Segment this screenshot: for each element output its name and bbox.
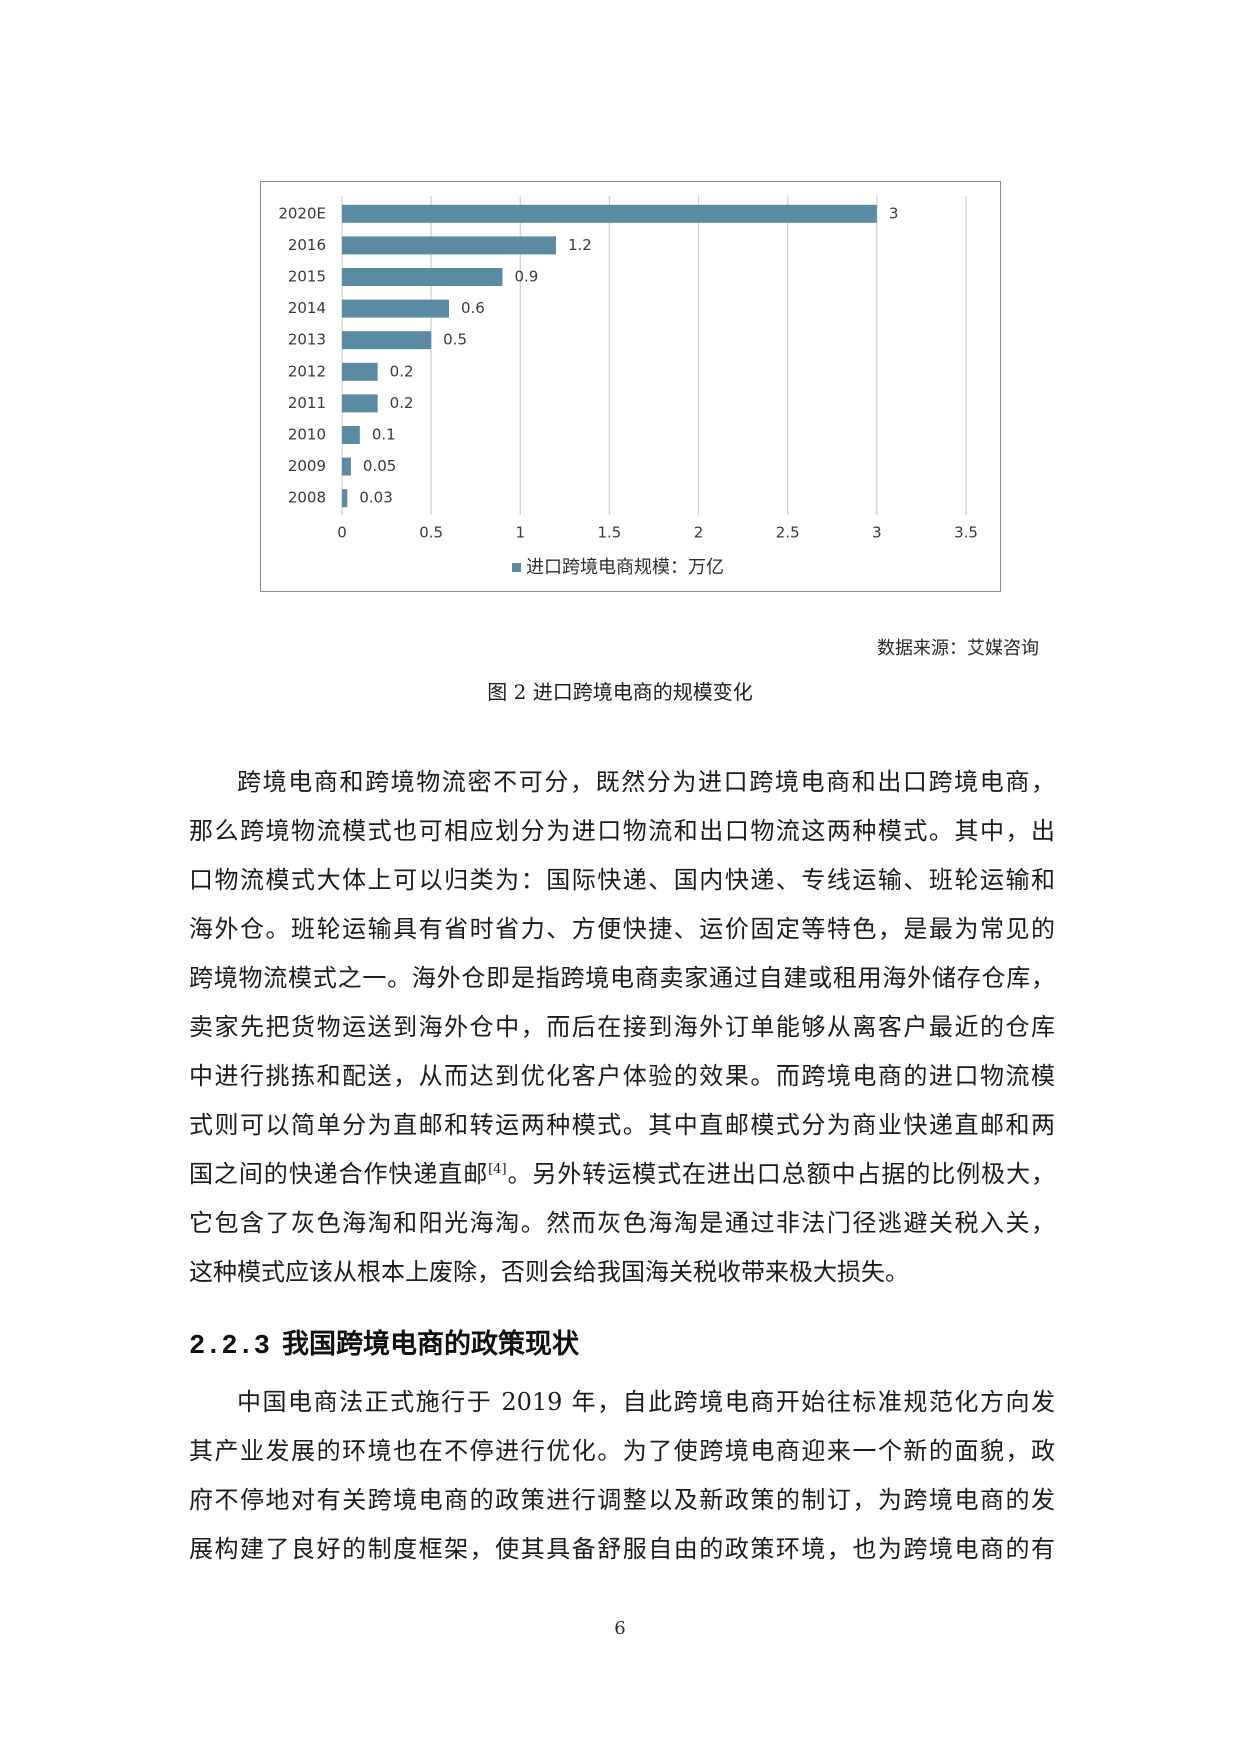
text-line: 跨境电商和跨境物流密不可分，既然分为进口跨境电商和出口跨境电商， <box>237 768 1055 796</box>
text-line: 中进行挑拣和配送，从而达到优化客户体验的效果。而跨境电商的进口物流模 <box>189 1062 1055 1090</box>
bar <box>342 457 351 476</box>
bar <box>342 236 556 255</box>
text-line: 口物流模式大体上可以归类为：国际快递、国内快递、专线运输、班轮运输和 <box>189 866 1055 894</box>
figure-caption: 图 2 进口跨境电商的规模变化 <box>487 680 753 704</box>
bar <box>342 362 378 381</box>
category-label: 2014 <box>288 299 326 317</box>
text-line: 它包含了灰色海淘和阳光海淘。然而灰色海淘是通过非法门径逃避关税入关， <box>189 1209 1055 1237</box>
category-label: 2016 <box>288 236 326 254</box>
category-label: 2011 <box>288 394 326 412</box>
x-tick-label: 0.5 <box>419 524 443 542</box>
data-label: 3 <box>889 204 899 222</box>
text-segment: 国之间的快递合作快递直邮 <box>189 1160 489 1188</box>
data-label: 0.05 <box>363 457 396 475</box>
category-label: 2020E <box>278 204 326 222</box>
data-label: 0.9 <box>514 268 538 286</box>
section-heading: 2.2.3 我国跨境电商的政策现状 <box>189 1327 579 1363</box>
category-label: 2009 <box>288 457 326 475</box>
text-line: 其产业发展的环境也在不停进行优化。为了使跨境电商迎来一个新的面貌，政 <box>189 1437 1055 1465</box>
legend-swatch <box>512 563 521 572</box>
category-label: 2012 <box>288 362 326 380</box>
category-label: 2013 <box>288 331 326 349</box>
legend-label: 进口跨境电商规模：万亿 <box>526 557 724 578</box>
bar <box>342 268 503 286</box>
bar <box>342 489 348 508</box>
x-tick-label: 2.5 <box>776 524 800 542</box>
data-label: 0.5 <box>443 331 467 349</box>
x-tick-label: 2 <box>694 524 704 542</box>
bar <box>342 331 432 350</box>
category-label: 2008 <box>288 489 326 507</box>
text-line: 中国电商法正式施行于 2019 年，自此跨境电商开始往标准规范化方向发展， <box>237 1388 1055 1416</box>
bar <box>342 394 378 413</box>
paragraph-1: 跨境电商和跨境物流密不可分，既然分为进口跨境电商和出口跨境电商， 那么跨境物流模… <box>189 758 1055 1297</box>
text-line: 这种模式应该从根本上废除，否则会给我国海关税收带来极大损失。 <box>189 1258 909 1286</box>
bar <box>342 204 877 223</box>
text-line: 那么跨境物流模式也可相应划分为进口物流和出口物流这两种模式。其中，出 <box>189 817 1055 845</box>
bar <box>342 426 360 444</box>
citation-reference: [4] <box>488 1162 507 1177</box>
data-label: 0.03 <box>359 489 392 507</box>
data-label: 0.2 <box>390 394 414 412</box>
text-line: 府不停地对有关跨境电商的政策进行调整以及新政策的制订，为跨境电商的发 <box>189 1486 1055 1514</box>
category-label: 2015 <box>288 268 326 286</box>
category-label: 2010 <box>288 426 326 444</box>
bar <box>342 299 449 318</box>
section-title: 我国跨境电商的政策现状 <box>282 1329 580 1360</box>
text-line: 展构建了良好的制度框架，使其具备舒服自由的政策环境，也为跨境电商的有 <box>189 1535 1055 1563</box>
section-number: 2.2.3 <box>189 1332 271 1362</box>
import-ecommerce-bar-chart: 0 0.5 1 1.5 2 2.5 3 3.5 2020E 3 2016 1.2 2015 0.9 2014… <box>260 181 1001 592</box>
paragraph-2: 中国电商法正式施行于 2019 年，自此跨境电商开始往标准规范化方向发展， 其产… <box>189 1378 1055 1574</box>
text-segment: 。另外转运模式在进出口总额中占据的比例极大， <box>506 1160 1055 1188</box>
x-tick-label: 3.5 <box>954 524 978 542</box>
text-line: 卖家先把货物运送到海外仓中，而后在接到海外订单能够从离客户最近的仓库 <box>189 1013 1055 1041</box>
text-line: 海外仓。班轮运输具有省时省力、方便快捷、运价固定等特色，是最为常见的 <box>189 915 1055 943</box>
data-label: 1.2 <box>568 236 592 254</box>
data-label: 0.6 <box>461 299 485 317</box>
x-tick-label: 1.5 <box>597 524 621 542</box>
x-tick-label: 3 <box>872 524 882 542</box>
page-number: 6 <box>614 1618 626 1639</box>
data-label: 0.1 <box>372 426 396 444</box>
text-line: 跨境物流模式之一。海外仓即是指跨境电商卖家通过自建或租用海外储存仓库， <box>189 964 1055 992</box>
x-tick-label: 0 <box>337 524 347 542</box>
data-label: 0.2 <box>390 362 414 380</box>
text-line: 式则可以简单分为直邮和转运两种模式。其中直邮模式分为商业快递直邮和两 <box>189 1111 1055 1139</box>
figure-source: 数据来源：艾媒咨询 <box>877 638 1039 659</box>
text-line: 国之间的快递合作快递直邮[4]。另外转运模式在进出口总额中占据的比例极大， <box>189 1150 1055 1199</box>
x-tick-label: 1 <box>516 524 526 542</box>
